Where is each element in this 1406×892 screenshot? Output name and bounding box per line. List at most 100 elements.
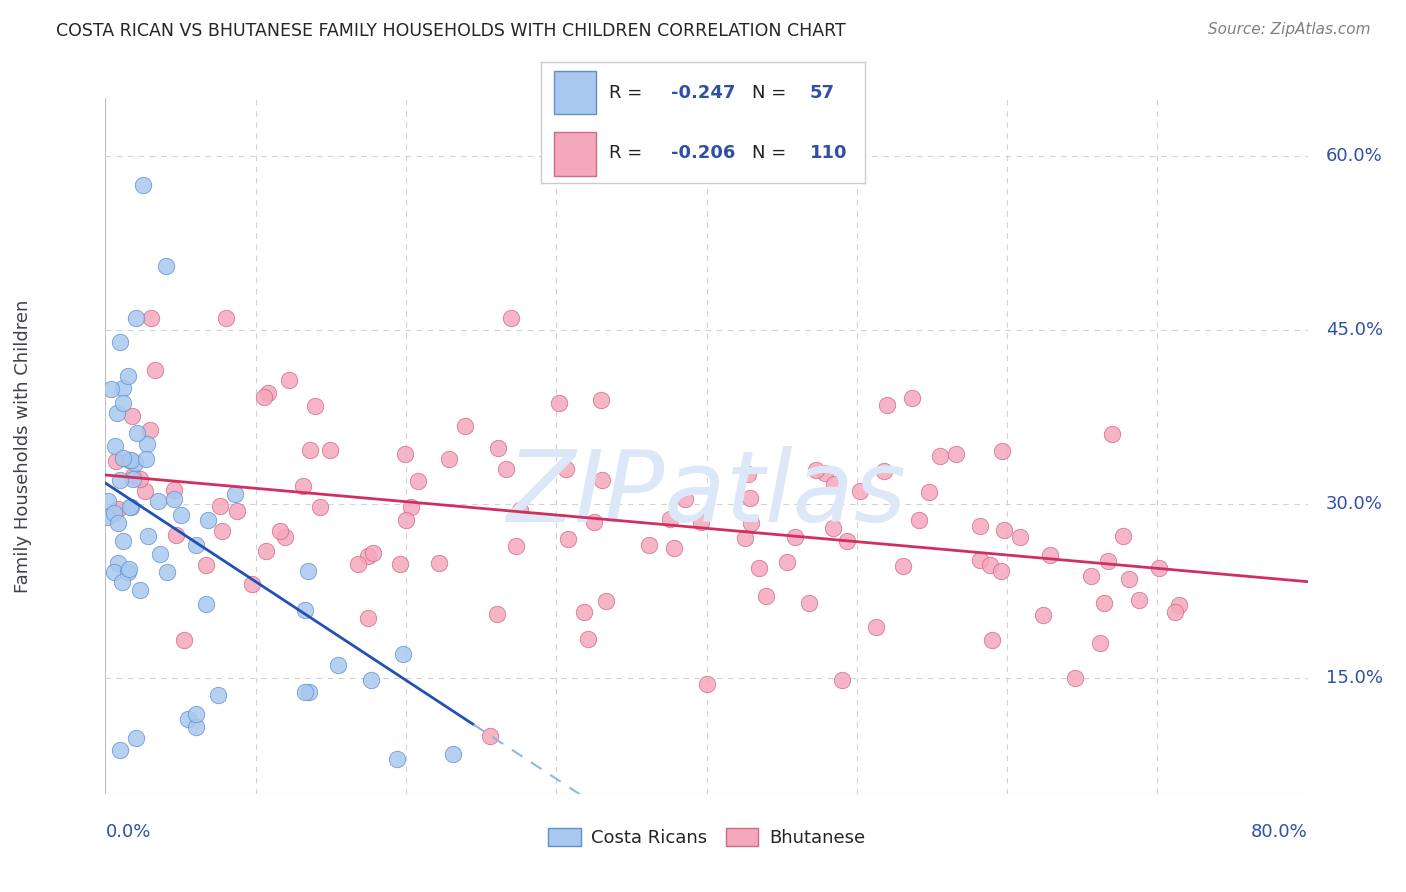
Point: [776, 555, 799, 569]
Point: [298, 684, 321, 698]
Point: [277, 372, 299, 386]
Text: 30.0%: 30.0%: [1326, 495, 1382, 513]
Point: [117, 562, 139, 576]
Text: R =: R =: [609, 84, 648, 102]
Point: [873, 464, 896, 478]
Point: [572, 605, 595, 619]
Point: [104, 453, 127, 467]
Point: [1118, 572, 1140, 586]
Point: [385, 752, 408, 766]
Point: [120, 452, 142, 467]
Point: [134, 483, 156, 498]
Point: [427, 557, 450, 571]
Point: [1147, 560, 1170, 574]
Text: R =: R =: [609, 144, 648, 161]
Point: [309, 500, 332, 514]
Point: [117, 368, 139, 383]
Bar: [554, 132, 596, 176]
Point: [501, 311, 523, 326]
Point: [900, 391, 922, 405]
Point: [755, 589, 778, 603]
Point: [689, 515, 711, 529]
Point: [294, 685, 316, 699]
Text: Source: ZipAtlas.com: Source: ZipAtlas.com: [1208, 22, 1371, 37]
Point: [170, 508, 193, 522]
Point: [1101, 427, 1123, 442]
Point: [347, 557, 370, 571]
Point: [163, 491, 186, 506]
Point: [104, 439, 127, 453]
Point: [547, 396, 569, 410]
Point: [97, 494, 120, 508]
Point: [304, 399, 326, 413]
Point: [173, 632, 195, 647]
Point: [734, 531, 756, 545]
Point: [319, 443, 342, 458]
Point: [360, 673, 382, 687]
Point: [485, 607, 508, 621]
Point: [107, 501, 129, 516]
Point: [111, 451, 134, 466]
Point: [406, 474, 429, 488]
Text: 110: 110: [810, 144, 848, 161]
Point: [361, 546, 384, 560]
Point: [294, 603, 316, 617]
Point: [118, 500, 141, 514]
Point: [1164, 605, 1187, 619]
Point: [146, 494, 169, 508]
Point: [136, 529, 159, 543]
Point: [269, 524, 291, 538]
Text: 80.0%: 80.0%: [1251, 822, 1308, 841]
Point: [1032, 607, 1054, 622]
Point: [207, 688, 229, 702]
Legend: Costa Ricans, Bhutanese: Costa Ricans, Bhutanese: [541, 821, 872, 855]
Point: [591, 473, 613, 487]
Point: [107, 557, 129, 571]
Point: [969, 552, 991, 566]
Point: [806, 463, 828, 477]
Point: [132, 178, 155, 193]
Point: [139, 423, 162, 437]
Point: [505, 540, 527, 554]
Point: [195, 597, 218, 611]
Point: [253, 390, 276, 404]
Point: [1088, 635, 1111, 649]
Point: [1112, 529, 1135, 543]
Point: [110, 743, 132, 757]
Point: [240, 576, 263, 591]
Point: [638, 538, 661, 552]
Text: 45.0%: 45.0%: [1326, 321, 1382, 339]
Point: [111, 534, 134, 549]
Point: [454, 419, 477, 434]
Point: [799, 596, 821, 610]
Point: [908, 513, 931, 527]
Point: [326, 658, 349, 673]
Point: [124, 731, 146, 746]
Point: [149, 547, 172, 561]
Point: [576, 632, 599, 646]
Point: [1092, 596, 1115, 610]
Point: [394, 447, 416, 461]
Point: [177, 712, 200, 726]
Text: 0.0%: 0.0%: [105, 822, 150, 841]
Point: [105, 406, 128, 420]
Point: [823, 521, 845, 535]
Point: [197, 513, 219, 527]
Point: [357, 611, 380, 625]
Point: [118, 453, 141, 467]
Point: [673, 492, 696, 507]
Point: [945, 447, 967, 461]
Point: [783, 530, 806, 544]
Point: [1128, 593, 1150, 607]
Point: [122, 472, 145, 486]
Point: [112, 381, 135, 395]
Point: [495, 462, 517, 476]
Point: [740, 516, 762, 531]
Point: [129, 582, 152, 597]
Point: [658, 512, 681, 526]
Point: [865, 619, 887, 633]
Text: 57: 57: [810, 84, 835, 102]
Point: [814, 466, 837, 480]
Point: [439, 452, 461, 467]
Point: [696, 676, 718, 690]
